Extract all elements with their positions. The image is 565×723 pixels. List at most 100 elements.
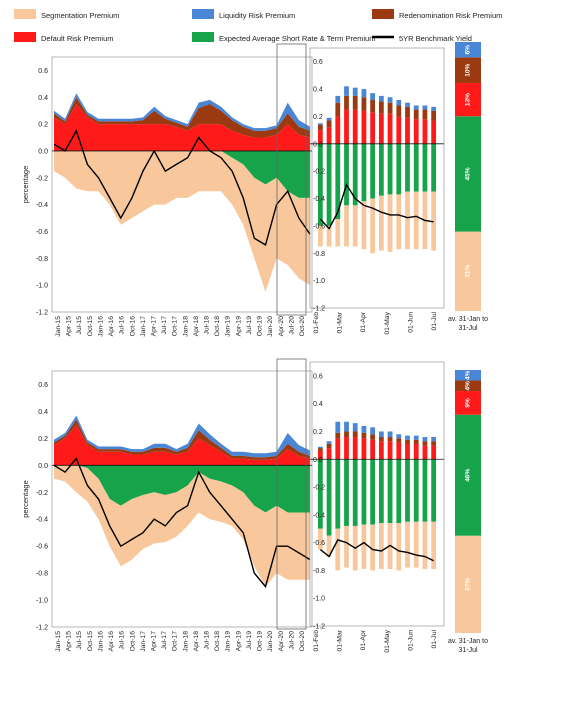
chart-5-axes: 0.6 0.4 0.2 0.0 -0.2 -0.4 -0.6 -0.8 -1.0 -1.2 — [309, 361, 445, 631]
y-tick-label: -0.8 — [313, 251, 325, 258]
bar-redenomination-risk-premium — [361, 432, 367, 439]
share-segment-liquidity-risk-premium — [455, 42, 481, 58]
highlight-window-box — [276, 358, 307, 630]
bar-liquidity-risk-premium — [361, 425, 367, 433]
line-5yr-benchmark-yield — [319, 539, 434, 562]
bar-liquidity-risk-premium — [335, 95, 341, 103]
y-tick-label: -0.2 — [313, 169, 325, 176]
plot-frame — [309, 361, 445, 627]
bar-expected-average-short-rate-term-premium — [326, 143, 332, 226]
bar-redenomination-risk-premium — [378, 101, 384, 114]
area-segmentation-premium — [54, 465, 310, 587]
bar-stack-12 — [422, 105, 428, 250]
chart-2-xticks: 01-Feb 01-Mar 01-Apr 01-May 01-Jun 01-Jul — [313, 311, 438, 334]
share-label: 37% — [465, 578, 472, 591]
x-tick-label: Jan-16 — [97, 316, 104, 337]
y-tick-label: -0.8 — [313, 568, 325, 575]
bar-stack-1 — [326, 441, 332, 557]
legend-label: Default Risk Premium — [41, 34, 114, 43]
bar-redenomination-risk-premium — [387, 437, 393, 442]
bar-redenomination-risk-premium — [317, 124, 323, 131]
bar-stack-9 — [396, 434, 402, 571]
bar-stack-0 — [317, 446, 323, 550]
bar-expected-average-short-rate-term-premium — [352, 459, 358, 526]
x-tick-label: Apr-17 — [150, 631, 157, 652]
bar-redenomination-risk-premium — [422, 109, 428, 120]
highlight-window-box — [276, 43, 307, 316]
area-default-risk-premium — [54, 104, 310, 151]
bar-redenomination-risk-premium — [396, 105, 402, 117]
bar-expected-average-short-rate-term-premium — [370, 459, 376, 525]
y-tick-label: 0.2 — [313, 114, 323, 121]
x-tick-label: 01-Jun — [407, 630, 414, 651]
bar-expected-average-short-rate-term-premium — [352, 143, 358, 206]
bar-liquidity-risk-premium — [431, 106, 437, 111]
bar-segmentation-premium — [396, 194, 402, 250]
area-expected-average-short-rate-term-premium — [54, 150, 310, 198]
bar-default-risk-premium — [361, 438, 367, 460]
bar-expected-average-short-rate-term-premium — [378, 459, 384, 524]
bar-expected-average-short-rate-term-premium — [405, 459, 410, 522]
legend-label: Expected Average Short Rate & Term Premi… — [219, 34, 375, 43]
bar-stack-11 — [413, 105, 419, 250]
x-tick-label: Jul-15 — [76, 316, 83, 335]
y-tick-label: -1.2 — [313, 624, 325, 631]
bar-liquidity-risk-premium — [396, 100, 402, 106]
bar-liquidity-risk-premium — [378, 431, 384, 438]
bar-redenomination-risk-premium — [431, 110, 437, 121]
bar-redenomination-risk-premium — [413, 109, 419, 120]
x-tick-label: Apr-18 — [193, 316, 200, 337]
x-tick-label: 01-Mar — [337, 629, 344, 651]
bar-segmentation-premium — [370, 524, 376, 571]
bar-default-risk-premium — [352, 437, 358, 460]
bar-segmentation-premium — [378, 195, 384, 251]
x-tick-label: Jul-20 — [288, 316, 295, 335]
bar-stack-5 — [361, 425, 367, 570]
share-segment-redenomination-risk-premium — [455, 57, 481, 83]
y-tick-label: -0.6 — [36, 229, 48, 236]
bar-segmentation-premium — [422, 521, 428, 570]
x-tick-label: 01-Jun — [407, 312, 414, 333]
x-tick-label: Apr-16 — [108, 631, 115, 652]
x-tick-label: Jul-18 — [204, 316, 211, 335]
x-tick-label: 01-Apr — [360, 629, 367, 650]
bar-default-risk-premium — [326, 448, 332, 460]
y-tick-label: 0.0 — [38, 148, 48, 155]
chart-6-share-bar: 37% 46% 9% 4%4% av. 31-Jan to 31-Jul — [448, 370, 488, 654]
y-tick-label: -0.2 — [313, 485, 325, 492]
legend-item-segmentation-premium: Segmentation Premium — [14, 9, 119, 20]
x-tick-label: Jul-20 — [288, 631, 295, 650]
bar-default-risk-premium — [431, 120, 437, 144]
bar-redenomination-risk-premium — [370, 100, 376, 113]
x-tick-label: 01-Mar — [337, 311, 344, 333]
share-xlabel-line2: 31-Jul — [458, 325, 478, 332]
bar-segmentation-premium — [405, 191, 410, 250]
x-tick-label: Jan-19 — [225, 631, 232, 652]
share-segment-default-risk-premium — [455, 82, 481, 117]
bar-liquidity-risk-premium — [413, 105, 419, 110]
bar-stack-2 — [335, 95, 341, 247]
bar-liquidity-risk-premium — [413, 435, 419, 440]
bar-liquidity-risk-premium — [422, 105, 428, 110]
share-label: 45% — [465, 167, 472, 180]
x-tick-label: Jul-19 — [246, 316, 253, 335]
bar-segmentation-premium — [413, 191, 419, 250]
bar-stack-3 — [344, 421, 349, 568]
bar-redenomination-risk-premium — [344, 431, 349, 438]
x-tick-label: Jul-16 — [119, 631, 126, 650]
bar-redenomination-risk-premium — [317, 448, 323, 451]
bar-expected-average-short-rate-term-premium — [344, 459, 349, 526]
bar-stack-13 — [431, 437, 437, 570]
y-tick-label: 0.6 — [313, 59, 323, 66]
bar-liquidity-risk-premium — [352, 423, 358, 432]
x-tick-label: Jan-15 — [55, 316, 62, 337]
chart-5-plot — [310, 421, 444, 571]
bar-redenomination-risk-premium — [344, 95, 349, 110]
bar-redenomination-risk-premium — [405, 439, 410, 444]
share-segment-segmentation-premium — [455, 535, 481, 633]
bar-stack-7 — [378, 95, 384, 251]
bar-expected-average-short-rate-term-premium — [326, 459, 332, 536]
bar-liquidity-risk-premium — [326, 117, 332, 121]
bar-expected-average-short-rate-term-premium — [335, 143, 341, 220]
line-5yr-benchmark-yield — [53, 129, 311, 246]
